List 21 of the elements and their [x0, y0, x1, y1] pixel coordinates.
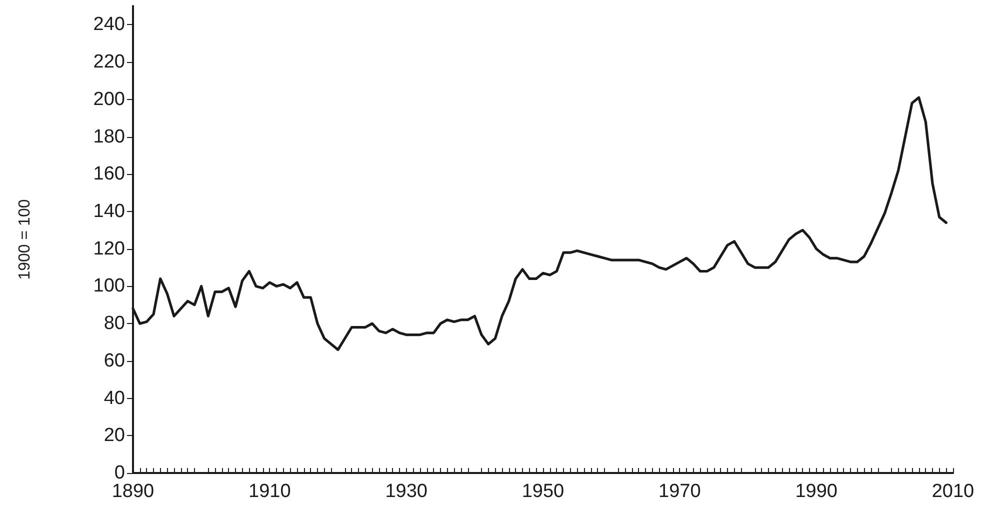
y-tick-label: 80 [104, 313, 125, 334]
y-tick-label: 120 [93, 238, 125, 260]
x-tick-label: 1930 [385, 481, 428, 502]
y-tick-label: 40 [104, 388, 125, 409]
y-tick-label: 60 [104, 350, 125, 372]
x-tick-label: 1950 [522, 481, 564, 502]
x-tick-label: 1910 [248, 481, 291, 502]
y-tick-label: 240 [93, 14, 125, 36]
x-tick-label: 1890 [112, 481, 154, 502]
y-tick-label: 200 [93, 88, 125, 110]
y-tick-label: 220 [93, 52, 125, 73]
y-tick-label: 0 [114, 462, 125, 484]
y-tick-label: 160 [93, 164, 125, 185]
y-tick-label: 140 [93, 200, 125, 222]
y-tick-label: 100 [93, 276, 125, 297]
y-axis-title: 1900 = 100 [16, 199, 34, 280]
x-tick-label: 1990 [795, 481, 838, 502]
y-tick-label: 20 [104, 425, 125, 446]
x-tick-label: 2010 [932, 481, 974, 502]
x-tick-label: 1970 [658, 481, 701, 502]
y-tick-label: 180 [93, 126, 125, 148]
